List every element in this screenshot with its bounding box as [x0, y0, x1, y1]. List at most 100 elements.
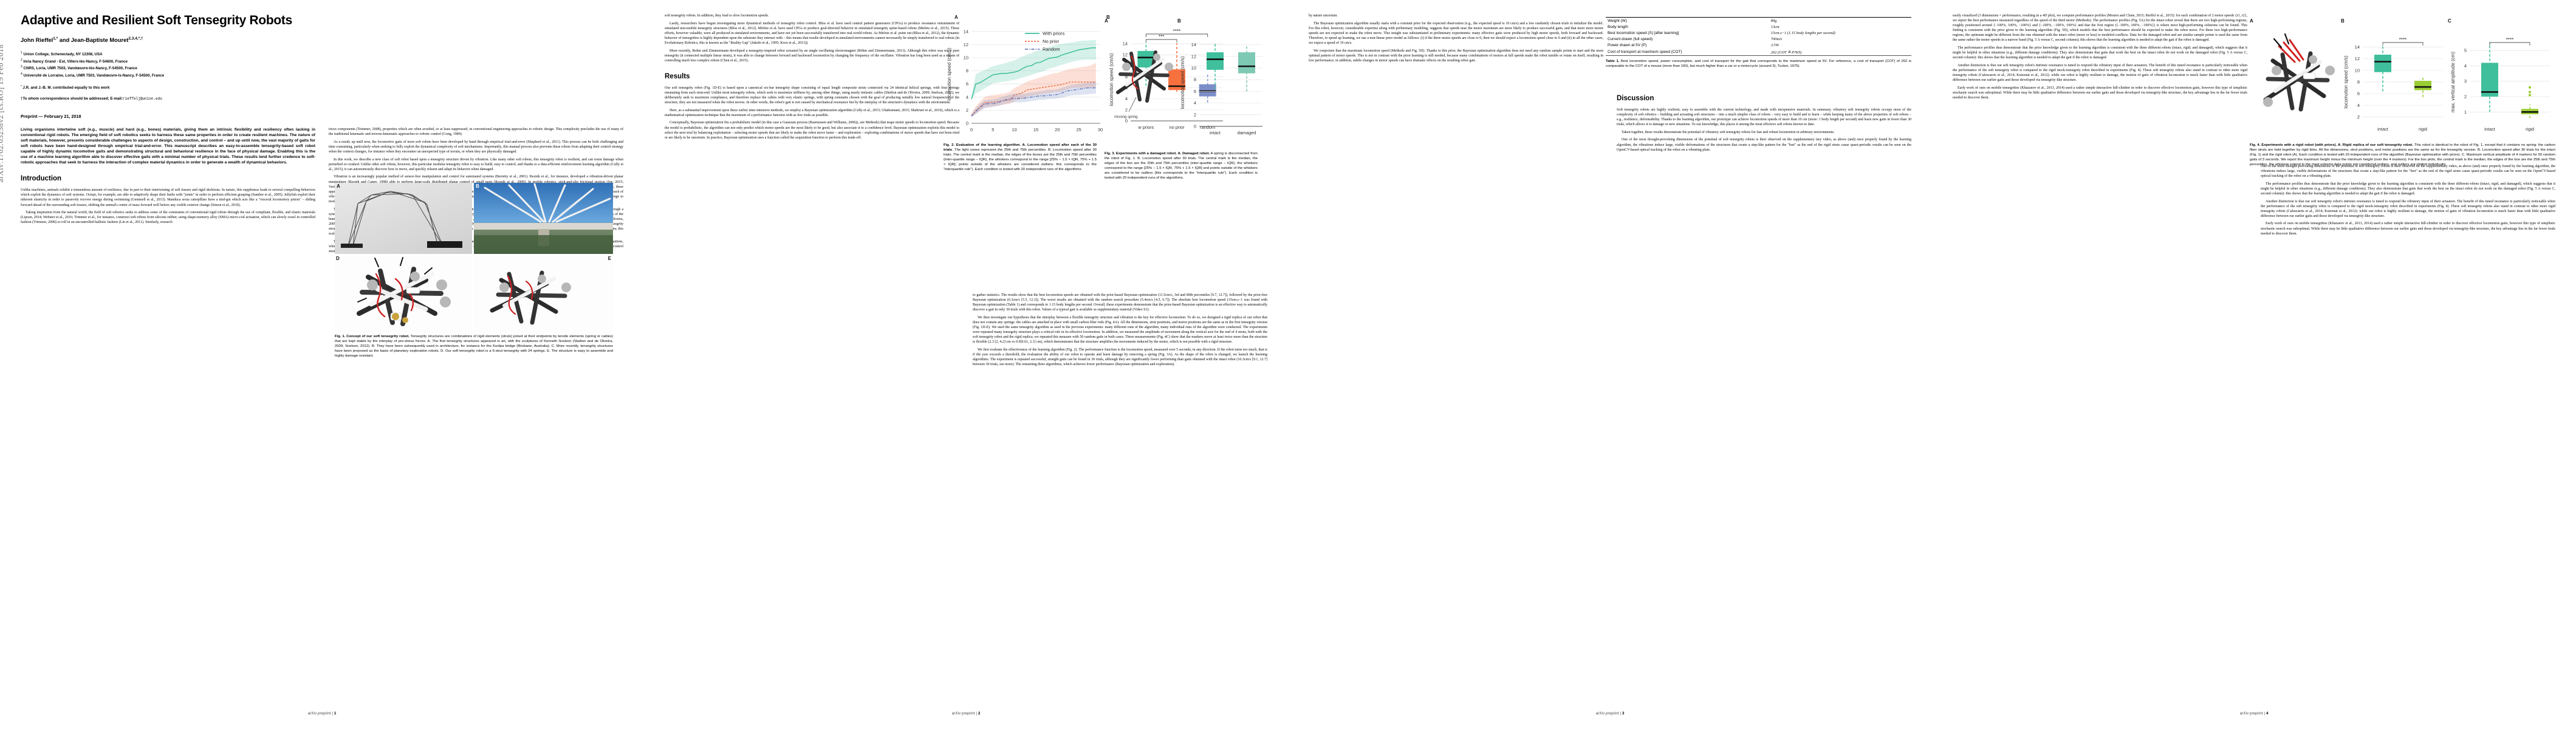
paragraph: Unlike machines, animals exhibit a treme… [21, 188, 315, 207]
table-cell-value: 3.5W [1770, 43, 1780, 48]
figure-2-panel-a: A 0 2 4 6 8 10 12 14 0 5 10 15 20 25 30 With priors No p… [944, 15, 1106, 139]
paragraph: Conceptually, Bayesian optimization fits… [665, 121, 959, 140]
corresponding-email: rieffelj@union.edu [123, 96, 162, 101]
svg-text:locomotion speed (cm/s): locomotion speed (cm/s) [1109, 53, 1114, 106]
svg-text:0: 0 [970, 127, 973, 132]
svg-text:14: 14 [1123, 41, 1128, 47]
svg-text:2: 2 [966, 108, 968, 113]
svg-text:1: 1 [2464, 109, 2467, 115]
figure-1-panel-d-image: D [335, 256, 472, 332]
page3-column-2: Discussion Soft tensegrity robots are hi… [1617, 13, 1911, 696]
svg-text:intact: intact [2484, 126, 2495, 132]
figure-4-panel-c: C 1 2 3 4 5 intact rigid **** max. vertical ampl… [2448, 15, 2555, 140]
table-1-caption-bold: Table 1. [1606, 60, 1620, 64]
table-row: Body length 13cm [1606, 24, 1911, 30]
figure-3-panel-a-label: A [1105, 18, 1108, 24]
figure-1-panel-b-image: B [474, 183, 613, 254]
figure-4: A [2250, 15, 2555, 172]
svg-text:4: 4 [1194, 100, 1196, 106]
paragraph: The performance profiles thus demonstrat… [2261, 182, 2555, 196]
figure-4-caption: Fig. 4. Experiments with a rigid robot (… [2250, 143, 2555, 166]
figure-3: A [1105, 15, 1267, 185]
paragraph: Lastly, researchers have begun investiga… [665, 21, 959, 45]
table-row: Cost of transport at maximum speed (COT)… [1606, 49, 1911, 55]
figure-4-box-chart-amplitude: 1 2 3 4 5 intact rigid **** max. vertical amplit… [2450, 37, 2550, 132]
svg-text:2: 2 [2464, 94, 2467, 100]
paragraph: Soft tensegrity robots are highly resili… [1617, 108, 1911, 127]
footnote-equal-contribution: * J.R. and J.-B. M. contributed equally … [21, 84, 110, 91]
paragraph: to gather statistics. The results show t… [973, 293, 1267, 312]
svg-text:****: **** [2399, 37, 2406, 43]
svg-text:4: 4 [966, 94, 968, 100]
page-2: A 0 2 4 6 8 10 12 14 0 5 10 15 20 25 30 With priors No p… [644, 0, 1288, 729]
paragraph: by nature uncertain. [1309, 14, 1338, 18]
page2-column-2: to gather statistics. The results show t… [973, 13, 1267, 696]
table-row: Best locomotion speed (S) [after learnin… [1606, 30, 1911, 36]
figure-4-panel-a-label: A [2250, 18, 2253, 24]
svg-text:12: 12 [2355, 56, 2360, 61]
paragraph: Early work of ours on mobile tensegritie… [1953, 86, 2247, 100]
svg-text:6: 6 [1194, 89, 1196, 94]
figure-3-panel-a: A [1105, 15, 1177, 145]
page-3: Weight (W) 89g Body length 13cm Best locom… [1288, 0, 1932, 729]
section-heading-introduction: Introduction [21, 175, 62, 183]
figure-4-panel-b-label: B [2341, 18, 2345, 24]
figure-2-line-chart: 0 2 4 6 8 10 12 14 0 5 10 15 20 25 30 With priors No pri… [947, 29, 1103, 132]
svg-text:8: 8 [1125, 74, 1128, 80]
paragraph: Another distinction is that our soft ten… [1953, 63, 2247, 83]
paragraph: As a result, up until now, the locomotiv… [329, 140, 623, 154]
svg-text:15: 15 [1033, 127, 1038, 132]
svg-text:8: 8 [966, 68, 968, 74]
svg-text:12: 12 [964, 42, 968, 47]
figure-3-caption-bold: Fig. 3. Experiments with a damaged robot… [1105, 152, 1210, 156]
svg-text:random: random [1200, 125, 1215, 130]
figure-3-damaged-robot-photo: missing spring [1114, 50, 1173, 119]
page-1: arXiv:1702.03258v2 [cs.RO] 19 Feb 2018 A… [0, 0, 644, 729]
svg-text:0: 0 [1194, 124, 1196, 129]
svg-text:10: 10 [1012, 127, 1016, 132]
page-footer: arXiv preprint | 3 [1595, 711, 1625, 716]
table-cell-label: Cost of transport at maximum speed (COT) [1608, 50, 1682, 55]
paragraph: Taking inspiration from the natural worl… [21, 211, 315, 225]
svg-text:20: 20 [1055, 127, 1060, 132]
svg-text:8: 8 [1194, 77, 1196, 83]
svg-text:No prior: No prior [1043, 39, 1059, 44]
table-cell-value: 89g [1770, 18, 1777, 23]
figure-1: A B [335, 183, 613, 363]
svg-text:locomotion speed (cm/s): locomotion speed (cm/s) [2343, 55, 2349, 108]
svg-text:2: 2 [1125, 107, 1128, 112]
figure-3-caption: Fig. 3. Experiments with a damaged robot… [1105, 152, 1258, 180]
svg-text:4: 4 [1125, 96, 1128, 101]
paragraph: The performance profiles thus demonstrat… [1953, 46, 2247, 60]
page2-column-1: soft tensegrity robots. In addition, the… [665, 13, 959, 696]
figure-4-panel-a: A [2250, 15, 2341, 141]
svg-text:****: **** [1173, 29, 1180, 34]
page-footer: arXiv preprint | 2 [951, 711, 981, 716]
section-heading-results: Results [665, 72, 690, 80]
svg-text:rigid: rigid [2526, 126, 2534, 132]
paragraph: Taken together, these results demonstrat… [1622, 130, 1835, 134]
table-1-body: Weight (W) 89g Body length 13cm Best locom… [1606, 18, 1911, 55]
table-cell-value: 13cm [1770, 24, 1780, 29]
svg-text:12: 12 [1191, 53, 1196, 59]
paragraph: Here, as a substantial improvement upon … [665, 108, 959, 117]
svg-text:6: 6 [2357, 91, 2360, 97]
author-list: John Rieffel1,* and Jean-Baptiste Mouret… [21, 36, 143, 44]
svg-text:w priors: w priors [1137, 125, 1154, 130]
svg-text:rigid: rigid [2419, 126, 2427, 132]
svg-text:4: 4 [2357, 103, 2360, 108]
abstract: Living organisms intertwine soft (e.g., … [21, 128, 315, 165]
table-cell-label: Current drawn (full speed): [1608, 37, 1654, 42]
svg-text:max. vertical amplitude (cm): max. vertical amplitude (cm) [2450, 52, 2456, 112]
paragraph: More recently, Bohm and Zimmermann devel… [665, 49, 959, 63]
page-footer: arXiv preprint | 1 [307, 711, 337, 716]
figure-2-caption-block: Fig. 2. Evaluation of the learning algor… [944, 143, 1097, 171]
svg-text:5: 5 [2464, 48, 2467, 53]
svg-text:With priors: With priors [1043, 31, 1064, 36]
svg-text:6: 6 [966, 81, 968, 87]
svg-text:damaged: damaged [1238, 130, 1256, 135]
paragraph: We conjecture that the maximum locomotio… [1309, 49, 1603, 63]
table-row: Power drawn at 5V (P) 3.5W [1606, 43, 1911, 49]
table-cell-value: 15cm.s−1 (1.15 body lengths per second) [1770, 30, 1835, 35]
svg-text:****: **** [2506, 37, 2513, 43]
